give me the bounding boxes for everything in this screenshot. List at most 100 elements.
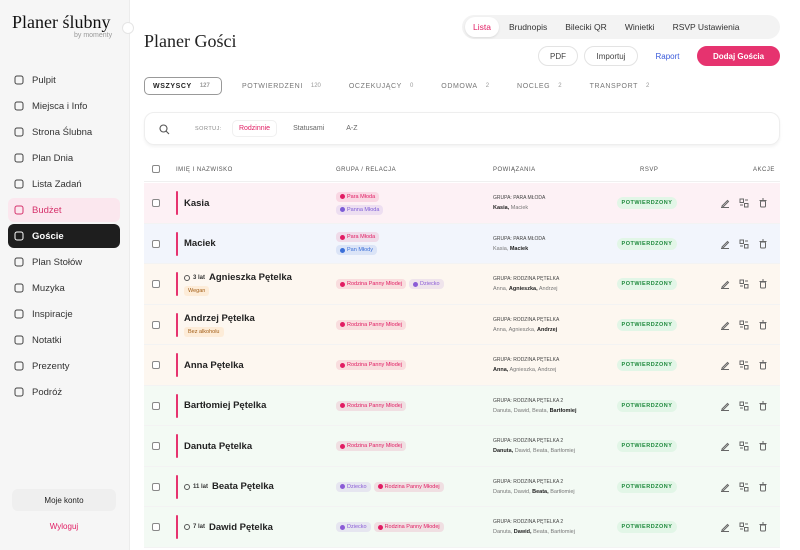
tab[interactable]: Brudnopis — [508, 22, 548, 32]
action-button[interactable]: Dodaj Gościa — [697, 46, 780, 66]
move-button[interactable] — [739, 320, 749, 330]
checkbox[interactable] — [152, 442, 160, 450]
move-button[interactable] — [739, 239, 749, 249]
nav-item[interactable]: Strona Ślubna — [8, 120, 120, 144]
delete-button[interactable] — [758, 441, 768, 451]
tag-icon — [340, 362, 345, 368]
filter[interactable]: POTWIERDZENI 120 — [234, 77, 329, 95]
nav-item[interactable]: Podróż — [8, 380, 120, 404]
move-button[interactable] — [739, 441, 749, 451]
guest-name: Anna Pętelka — [184, 359, 244, 371]
nav-item[interactable]: Plan Dnia — [8, 146, 120, 170]
move-button[interactable] — [739, 279, 749, 289]
member: Beata, — [533, 529, 549, 535]
filter[interactable]: NOCLEG 2 — [509, 77, 570, 95]
edit-button[interactable] — [720, 239, 730, 249]
nav-item[interactable]: Plan Stołów — [8, 250, 120, 274]
logout-button[interactable]: Wyloguj — [49, 521, 79, 531]
tag: Rodzina Panny Młodej — [336, 441, 407, 451]
action-button[interactable]: Raport — [643, 46, 692, 66]
sort-option[interactable]: Statusami — [293, 125, 325, 132]
group-name: GRUPA: RODZINA PĘTELKA 2 — [493, 519, 564, 525]
checkbox[interactable] — [152, 239, 160, 248]
tags: Rodzina Panny Młodej Dziecko — [336, 264, 486, 304]
action-button[interactable]: PDF — [538, 46, 578, 66]
edit-button[interactable] — [720, 401, 730, 411]
checkbox[interactable] — [152, 401, 160, 410]
checkbox-all[interactable] — [152, 165, 160, 173]
collapse-button[interactable] — [122, 22, 134, 34]
nav-item[interactable]: Prezenty — [8, 354, 120, 378]
column-header: POWIĄZANIA — [493, 167, 536, 173]
nav-item[interactable]: Budżet — [8, 198, 120, 222]
members: Danuta, Dawid, Beata, Bartłomiej — [493, 529, 575, 535]
delete-button[interactable] — [758, 360, 768, 370]
nav-item[interactable]: Muzyka — [8, 276, 120, 300]
member: Bartłomiej — [550, 448, 575, 454]
name-line: Maciek — [184, 238, 216, 249]
delete-button[interactable] — [758, 401, 768, 411]
age-icon — [184, 274, 190, 281]
checkbox[interactable] — [152, 320, 160, 329]
nav-item[interactable]: Pulpit — [8, 68, 120, 92]
tab[interactable]: Bileciki QR — [565, 22, 607, 32]
delete-button[interactable] — [758, 320, 768, 330]
nav-item[interactable]: Goście — [8, 224, 120, 248]
delete-button[interactable] — [758, 198, 768, 208]
edit-button[interactable] — [720, 522, 730, 532]
age-text: 11 lat — [193, 483, 209, 490]
search-icon[interactable] — [159, 124, 170, 135]
member: Agnieszka, — [508, 286, 538, 292]
checkbox[interactable] — [152, 280, 160, 288]
tags: Para Młoda Panna Młoda — [336, 183, 486, 223]
filter[interactable]: ODMOWA 2 — [433, 77, 497, 95]
nav-item[interactable]: Lista Zadań — [8, 172, 120, 196]
delete-button[interactable] — [758, 522, 768, 532]
move-button[interactable] — [739, 482, 749, 492]
edit-button[interactable] — [720, 198, 730, 208]
nav-item[interactable]: Inspiracje — [8, 302, 120, 326]
relations: GRUPA: PARA MŁODA Kasia, Maciek — [493, 195, 545, 211]
member: Andrzej — [538, 286, 558, 292]
member: Kasia, — [493, 245, 509, 252]
checkbox[interactable] — [152, 523, 160, 531]
sort-option[interactable]: Rodzinnie — [231, 120, 278, 137]
row-actions — [720, 482, 768, 492]
delete-button[interactable] — [758, 279, 768, 289]
tab[interactable]: Lista — [465, 17, 499, 37]
action-button[interactable]: Importuj — [584, 46, 638, 66]
checkbox[interactable] — [152, 482, 160, 491]
move-button[interactable] — [739, 522, 749, 532]
nav-item[interactable]: Notatki — [8, 328, 120, 352]
move-button[interactable] — [739, 401, 749, 411]
delete-button[interactable] — [758, 239, 768, 249]
member: Maciek — [510, 205, 529, 211]
tag-text: Rodzina Panny Młodej — [347, 281, 403, 287]
move-button[interactable] — [739, 198, 749, 208]
filter[interactable]: WSZYSCY 127 — [144, 77, 222, 95]
filter[interactable]: TRANSPORT 2 — [582, 77, 658, 95]
guest-row: Maciek Para Młoda Pan Młody GRUPA: PARA MŁO… — [144, 223, 780, 264]
nav-item[interactable]: Miejsca i Info — [8, 94, 120, 118]
guest-name: Maciek — [184, 238, 216, 249]
account-button[interactable]: Moje konto — [12, 489, 116, 511]
edit-button[interactable] — [720, 482, 730, 492]
tab[interactable]: RSVP Ustawienia — [672, 22, 740, 32]
edit-button[interactable] — [720, 279, 730, 289]
checkbox[interactable] — [152, 199, 160, 207]
tab[interactable]: Winietki — [624, 22, 655, 32]
relations: GRUPA: RODZINA PĘTELKA 2 Danuta, Dawid, B… — [493, 519, 575, 535]
move-button[interactable] — [739, 360, 749, 370]
edit-button[interactable] — [720, 320, 730, 330]
sort-option[interactable]: A-Z — [346, 125, 358, 132]
filter[interactable]: OCZEKUJĄCY 0 — [341, 77, 421, 95]
edit-button[interactable] — [720, 360, 730, 370]
member: Danuta, — [493, 529, 513, 535]
table-header: IMIĘ I NAZWISKO GRUPA / RELACJA POWIĄZANIA… — [144, 160, 780, 182]
checkbox[interactable] — [152, 361, 160, 369]
delete-button[interactable] — [758, 482, 768, 492]
tag-icon — [340, 524, 345, 530]
rsvp-status: POTWIERDZONY — [617, 440, 677, 452]
edit-button[interactable] — [720, 441, 730, 451]
age: 7 lat — [184, 524, 205, 530]
